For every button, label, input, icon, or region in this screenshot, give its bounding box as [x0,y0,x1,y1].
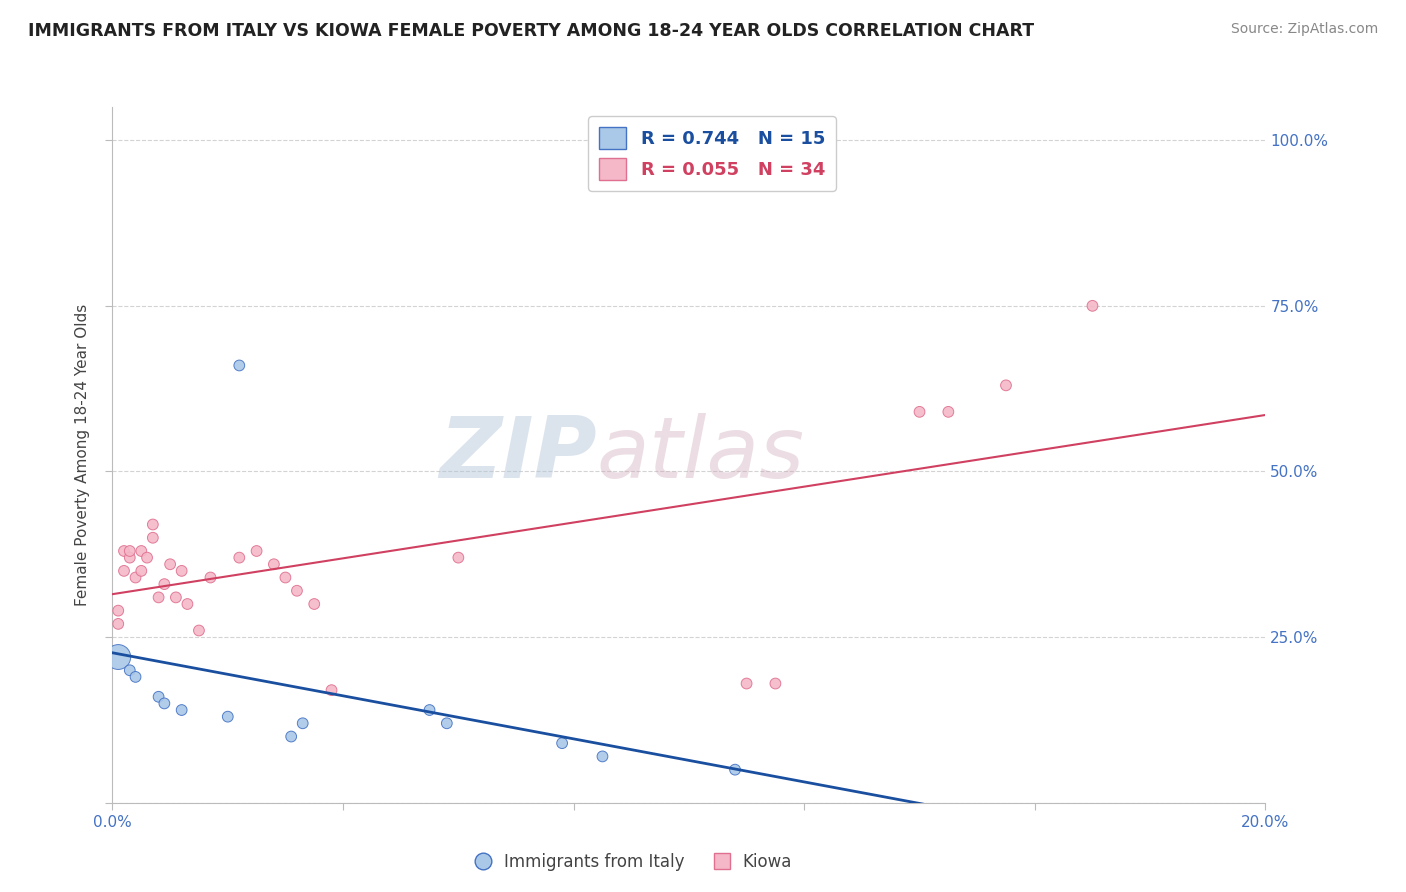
Point [148,690,170,704]
Point [129,544,153,558]
Point [304,597,326,611]
Point [735,676,758,690]
Point [165,591,187,605]
Point [436,716,458,731]
Point [118,550,141,565]
Point [263,558,285,572]
Point [228,550,250,565]
Point [280,730,302,744]
Point [274,570,297,584]
Point [159,558,181,572]
Point [176,597,198,611]
Point [142,531,165,545]
Point [228,359,250,373]
Point [447,550,470,565]
Point [142,517,165,532]
Point [765,676,787,690]
Point [592,749,614,764]
Text: atlas: atlas [596,413,804,497]
Point [118,663,141,677]
Point [136,550,159,565]
Point [129,564,153,578]
Point [188,624,211,638]
Point [124,570,146,584]
Point [170,703,193,717]
Text: Source: ZipAtlas.com: Source: ZipAtlas.com [1230,22,1378,37]
Point [1081,299,1104,313]
Point [153,577,176,591]
Text: IMMIGRANTS FROM ITALY VS KIOWA FEMALE POVERTY AMONG 18-24 YEAR OLDS CORRELATION : IMMIGRANTS FROM ITALY VS KIOWA FEMALE PO… [28,22,1035,40]
Point [245,544,267,558]
Point [153,697,176,711]
Point [124,670,146,684]
Point [148,591,170,605]
Point [291,716,314,731]
Point [551,736,574,750]
Point [724,763,747,777]
Point [107,650,129,665]
Text: ZIP: ZIP [439,413,596,497]
Point [908,405,931,419]
Point [112,564,135,578]
Point [936,405,959,419]
Point [321,683,343,698]
Point [200,570,222,584]
Y-axis label: Female Poverty Among 18-24 Year Olds: Female Poverty Among 18-24 Year Olds [75,304,90,606]
Point [107,616,129,631]
Point [217,709,239,723]
Point [995,378,1018,392]
Point [112,544,135,558]
Point [285,583,308,598]
Legend: Immigrants from Italy, Kiowa: Immigrants from Italy, Kiowa [464,847,799,878]
Point [170,564,193,578]
Point [118,544,141,558]
Point [107,604,129,618]
Point [419,703,441,717]
